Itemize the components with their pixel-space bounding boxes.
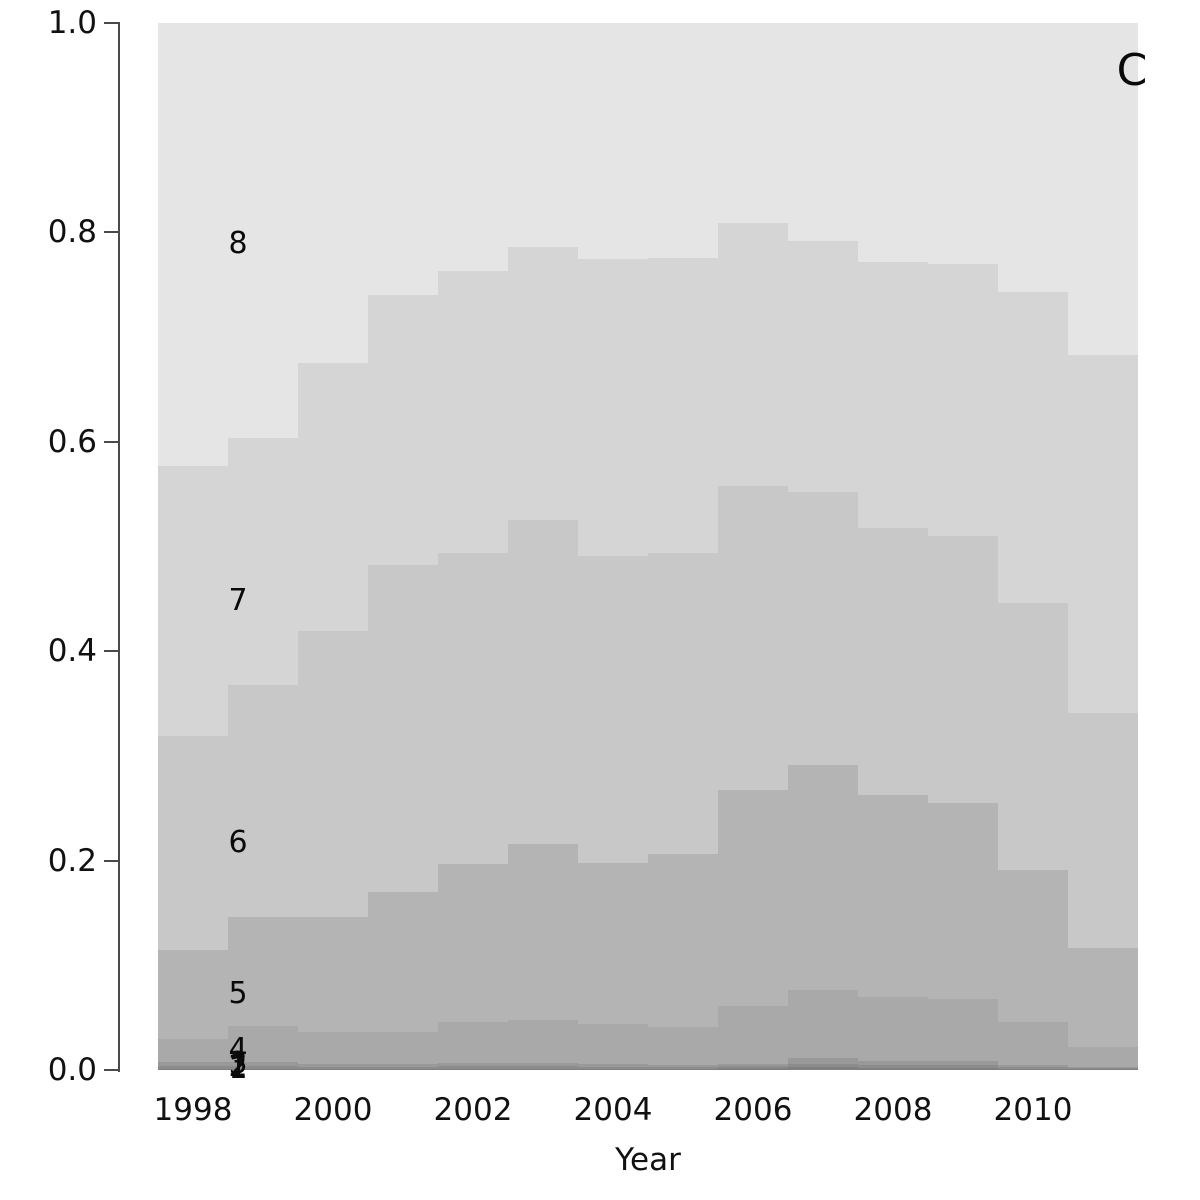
band-label-3: 3	[228, 1045, 248, 1081]
band-1-segment-2011	[1068, 1069, 1138, 1070]
band-4-segment-2007	[788, 990, 858, 1070]
band-2-segment-2001	[368, 1066, 438, 1070]
y-tick-label-0.8: 0.8	[47, 214, 97, 251]
band-1-segment-2007	[788, 1067, 858, 1070]
y-tick-label-0.0: 0.0	[47, 1052, 97, 1088]
band-label-7: 7	[228, 582, 248, 618]
y-tick-0.8	[104, 231, 118, 234]
y-tick-label-1.0: 1.0	[47, 5, 97, 41]
band-4-segment-2004	[578, 1023, 648, 1070]
band-2-segment-2009	[928, 1064, 998, 1070]
band-label-2: 2	[228, 1049, 248, 1085]
band-2-segment-2007	[788, 1063, 858, 1070]
y-tick-0.2	[104, 859, 118, 862]
band-4-segment-2010	[998, 1021, 1068, 1070]
band-1-segment-2001	[368, 1068, 438, 1070]
band-4-segment-2002	[438, 1021, 508, 1070]
band-1-segment-2000	[298, 1068, 368, 1070]
band-2-segment-1999	[228, 1065, 298, 1070]
band-2-segment-2004	[578, 1066, 648, 1070]
band-2-segment-2005	[648, 1067, 718, 1070]
band-4-segment-2009	[928, 998, 998, 1070]
band-label-5: 5	[228, 976, 248, 1012]
band-1-segment-2004	[578, 1068, 648, 1070]
band-1-segment-2005	[648, 1068, 718, 1070]
band-2-segment-2000	[298, 1066, 368, 1070]
band-label-6: 6	[228, 824, 248, 860]
band-2-segment-2010	[998, 1067, 1068, 1070]
band-1-segment-2009	[928, 1067, 998, 1070]
x-tick-label-1998: 1998	[153, 1092, 233, 1128]
band-4-segment-2011	[1068, 1046, 1138, 1070]
band-1-segment-1999	[228, 1068, 298, 1070]
band-2-segment-2008	[858, 1064, 928, 1070]
y-tick-label-0.2: 0.2	[47, 842, 97, 879]
band-1-segment-1998	[158, 1068, 228, 1070]
band-1-segment-2010	[998, 1068, 1068, 1070]
band-2-segment-2003	[508, 1066, 578, 1070]
band-label-1: 1	[228, 1051, 248, 1087]
band-label-4: 4	[228, 1032, 248, 1068]
band-4-segment-2000	[298, 1032, 368, 1070]
band-1-segment-2008	[858, 1067, 928, 1070]
x-tick-label-2008: 2008	[853, 1092, 933, 1128]
band-1-segment-2006	[718, 1068, 788, 1070]
band-2-segment-2002	[438, 1066, 508, 1070]
panel-label: C	[1116, 45, 1148, 96]
y-tick-1.0	[104, 22, 118, 24]
band-4-segment-2001	[368, 1032, 438, 1070]
x-tick-label-2000: 2000	[293, 1092, 373, 1128]
y-tick-0.0	[104, 1069, 118, 1071]
y-tick-label-0.6: 0.6	[47, 423, 97, 460]
band-4-segment-2008	[858, 996, 928, 1070]
band-1-segment-2002	[438, 1068, 508, 1070]
y-tick-0.4	[104, 650, 118, 653]
x-tick-label-2002: 2002	[433, 1092, 513, 1128]
y-axis-spine	[118, 22, 120, 1072]
band-2-segment-1998	[158, 1065, 228, 1070]
band-4-segment-2006	[718, 1006, 788, 1070]
band-2-segment-2006	[718, 1066, 788, 1070]
band-4-segment-2005	[648, 1027, 718, 1070]
y-tick-label-0.4: 0.4	[47, 633, 97, 670]
band-1-segment-2003	[508, 1068, 578, 1070]
x-tick-label-2006: 2006	[713, 1092, 793, 1128]
x-tick-label-2004: 2004	[573, 1092, 653, 1128]
x-axis-title: Year	[615, 1142, 681, 1178]
x-tick-label-2010: 2010	[993, 1092, 1073, 1128]
band-label-8: 8	[228, 226, 248, 262]
y-tick-0.6	[104, 440, 118, 443]
band-4-segment-2003	[508, 1019, 578, 1070]
